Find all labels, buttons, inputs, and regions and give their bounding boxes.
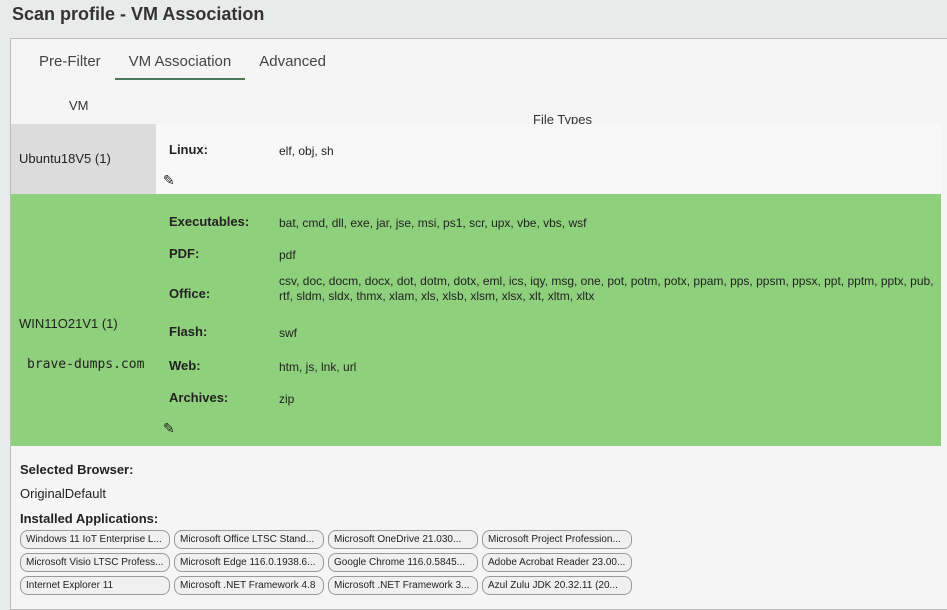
app-chip[interactable]: Microsoft .NET Framework 4.8 [174, 576, 324, 595]
tab-vm-association[interactable]: VM Association [114, 51, 246, 80]
app-chip[interactable]: Azul Zulu JDK 20.32.11 (20... [482, 576, 632, 595]
app-chip[interactable]: Windows 11 IoT Enterprise L... [20, 530, 170, 549]
edit-pencil-icon[interactable]: ✎ [163, 420, 175, 436]
filetype-label: Office: [169, 286, 211, 301]
tab-advanced[interactable]: Advanced [259, 53, 326, 70]
vm-cell: Ubuntu18V5 (1) [11, 124, 156, 194]
app-chip[interactable]: Microsoft Edge 116.0.1938.6... [174, 553, 324, 572]
installed-apps-list: Windows 11 IoT Enterprise L... Microsoft… [20, 530, 632, 595]
app-chip[interactable]: Microsoft Project Profession... [482, 530, 632, 549]
filetype-label: Executables: [169, 214, 250, 229]
app-chip[interactable]: Google Chrome 116.0.5845... [328, 553, 478, 572]
filetype-label: Web: [169, 358, 201, 373]
filetype-value: elf, obj, sh [279, 144, 334, 158]
tab-bar: Pre-Filter VM Association Advanced [25, 51, 340, 80]
filetype-label: Flash: [169, 324, 208, 339]
filetype-value: htm, js, lnk, url [279, 360, 357, 374]
filetype-value: csv, doc, docm, docx, dot, dotm, dotx, e… [279, 274, 934, 303]
filetype-label: Linux: [169, 142, 208, 157]
filetype-value: pdf [279, 248, 296, 262]
filetype-value: swf [279, 326, 297, 340]
column-header-file-types: File Types [533, 112, 593, 127]
table-header: VM File Types [11, 94, 941, 127]
table-row: WIN11O21V1 (1) brave-dumps.com Executabl… [11, 194, 941, 446]
vm-cell: WIN11O21V1 (1) brave-dumps.com [11, 194, 156, 446]
tab-pre-filter[interactable]: Pre-Filter [39, 53, 101, 70]
edit-pencil-icon[interactable]: ✎ [163, 172, 175, 188]
app-chip[interactable]: Internet Explorer 11 [20, 576, 170, 595]
app-chip[interactable]: Microsoft .NET Framework 3... [328, 576, 478, 595]
filetype-value: bat, cmd, dll, exe, jar, jse, msi, ps1, … [279, 216, 587, 230]
app-chip[interactable]: Adobe Acrobat Reader 23.00... [482, 553, 632, 572]
column-header-vm: VM [69, 98, 89, 113]
installed-apps-label: Installed Applications: [20, 511, 159, 526]
selected-browser-value: OriginalDefault [20, 486, 106, 501]
vm-name: WIN11O21V1 (1) [19, 316, 118, 331]
filetype-label: Archives: [169, 390, 229, 405]
filetype-value: zip [279, 392, 295, 406]
app-chip[interactable]: Microsoft OneDrive 21.030... [328, 530, 478, 549]
app-chip[interactable]: Microsoft Office LTSC Stand... [174, 530, 324, 549]
watermark-text: brave-dumps.com [27, 357, 145, 372]
vm-name: Ubuntu18V5 (1) [19, 151, 111, 166]
filetype-label: PDF: [169, 246, 200, 261]
table-row: Ubuntu18V5 (1) Linux: elf, obj, sh ✎ [11, 124, 941, 194]
page-title: Scan profile - VM Association [12, 4, 265, 24]
selected-browser-label: Selected Browser: [20, 462, 134, 477]
app-chip[interactable]: Microsoft Visio LTSC Profess... [20, 553, 170, 572]
scan-profile-panel: Pre-Filter VM Association Advanced VM Fi… [10, 38, 947, 610]
